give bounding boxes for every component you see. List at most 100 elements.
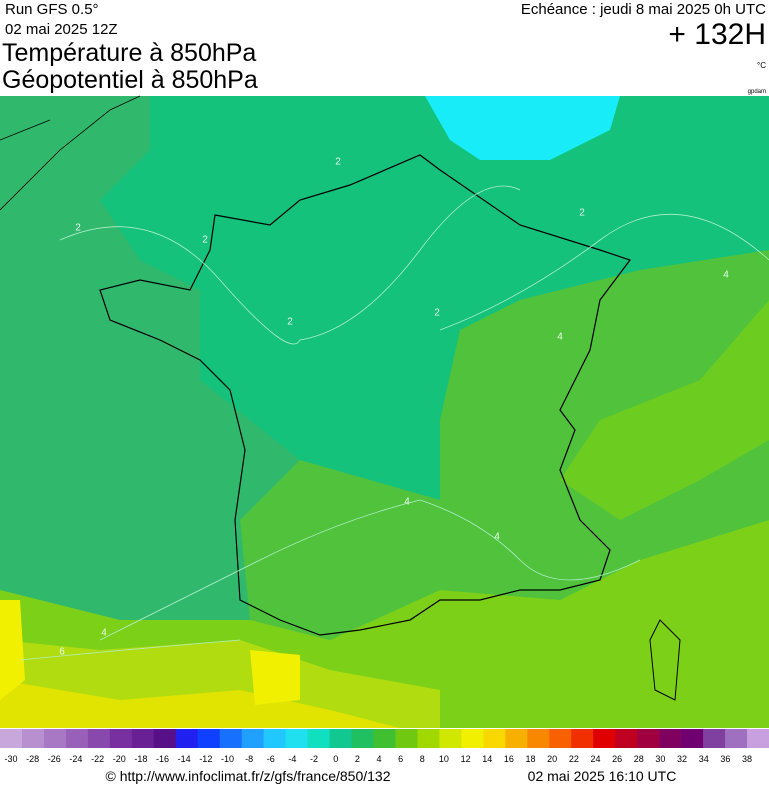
colorbar-swatch (439, 729, 462, 748)
colorbar-swatch (87, 729, 111, 748)
contour-label: 2 (434, 308, 440, 319)
colorbar-swatch (241, 729, 265, 748)
colorbar-swatch (0, 729, 23, 748)
colorbar-label: -14 (178, 754, 191, 764)
contour-label: 6 (59, 647, 65, 658)
colorbar-label: -18 (134, 754, 147, 764)
run-date: 02 mai 2025 12Z (5, 21, 118, 38)
colorbar-label: -12 (199, 754, 212, 764)
colorbar-label: 36 (720, 754, 730, 764)
colorbar-swatch (21, 729, 45, 748)
colorbar-swatch (593, 729, 616, 748)
contour-label: 2 (202, 235, 208, 246)
colorbar-swatch (571, 729, 594, 748)
colorbar-label: -22 (91, 754, 104, 764)
zone-teal (100, 96, 769, 500)
colorbar-swatch (219, 729, 243, 748)
source-url: © http://www.infoclimat.fr/z/gfs/france/… (106, 768, 391, 784)
colorbar-label: -26 (48, 754, 61, 764)
colorbar-label: -20 (113, 754, 126, 764)
colorbar-label: 38 (742, 754, 752, 764)
colorbar-label: 28 (634, 754, 644, 764)
country-outline (99, 154, 631, 636)
contour-label: 4 (404, 497, 410, 508)
colorbar-label: 34 (699, 754, 709, 764)
colorbar-swatch (549, 729, 572, 748)
colorbar-label: -8 (245, 754, 253, 764)
timestamp: 02 mai 2025 16:10 UTC (528, 768, 677, 784)
corsica-outline (649, 619, 681, 701)
colorbar-swatch (109, 729, 133, 748)
colorbar-swatch (153, 729, 177, 748)
colorbar-label: -24 (69, 754, 82, 764)
colorbar-swatch (747, 729, 769, 748)
colorbar-swatch (43, 729, 67, 748)
colorbar-label: 30 (655, 754, 665, 764)
colorbar-swatch (197, 729, 221, 748)
colorbar-swatch (637, 729, 660, 748)
colorbar-swatch (615, 729, 638, 748)
colorbar-label: 2 (355, 754, 360, 764)
colorbar: -30 -28 -26 -24 -22 -20 -18 -16 -14 -12 -10 -8 -6 -4-… (0, 729, 769, 764)
valid-time: Echéance : jeudi 8 mai 2025 0h UTC (521, 1, 766, 18)
zone-yellow-west (0, 600, 25, 700)
colorbar-label: 18 (526, 754, 536, 764)
colorbar-swatch (417, 729, 440, 748)
colorbar-label: 8 (420, 754, 425, 764)
contour-label: 2 (335, 157, 341, 168)
colorbar-swatch (725, 729, 748, 748)
colorbar-label: 14 (482, 754, 492, 764)
contour-label: 4 (557, 332, 563, 343)
run-label: Run GFS 0.5° (5, 1, 99, 18)
colorbar-swatch (351, 729, 375, 748)
unit-label: °C (757, 61, 766, 70)
colorbar-label: -2 (310, 754, 318, 764)
contour-label: 2 (75, 223, 81, 234)
colorbar-swatch (659, 729, 682, 748)
colorbar-label: 22 (569, 754, 579, 764)
colorbar-swatch (483, 729, 506, 748)
colorbar-label: 16 (504, 754, 514, 764)
unit2-label: gpdam (748, 89, 766, 95)
colorbar-swatch (329, 729, 353, 748)
title-line1: Température à 850hPa (2, 39, 256, 67)
colorbar-label: -16 (156, 754, 169, 764)
colorbar-label: 10 (439, 754, 449, 764)
colorbar-swatch (263, 729, 287, 748)
zone-lightgreen (560, 300, 769, 520)
colorbar-label: -10 (221, 754, 234, 764)
colorbar-label: -30 (4, 754, 17, 764)
colorbar-swatch (175, 729, 199, 748)
contour-label: 4 (723, 270, 729, 281)
colorbar-swatch (703, 729, 726, 748)
zone-yellow-patch (250, 650, 300, 705)
colorbar-label: 26 (612, 754, 622, 764)
colorbar-swatch (505, 729, 528, 748)
lead-time: + 132H (668, 18, 766, 51)
colorbar-swatch (373, 729, 396, 748)
map (0, 95, 769, 728)
colorbar-swatch (681, 729, 704, 748)
colorbar-label: -28 (26, 754, 39, 764)
colorbar-label: 0 (333, 754, 338, 764)
colorbar-swatch (527, 729, 550, 748)
contour-label: 2 (579, 208, 585, 219)
colorbar-swatch (395, 729, 418, 748)
contour-label: 4 (494, 532, 500, 543)
coast-north (0, 95, 141, 211)
colorbar-label: 12 (461, 754, 471, 764)
colorbar-swatch (65, 729, 89, 748)
colorbar-label: 24 (590, 754, 600, 764)
colorbar-label: 6 (398, 754, 403, 764)
zone-cyan (425, 96, 620, 160)
colorbar-label: -6 (267, 754, 275, 764)
colorbar-swatch (131, 729, 155, 748)
contour-label: 4 (101, 628, 107, 639)
colorbar-swatch (285, 729, 309, 748)
zone-yellow (0, 680, 400, 728)
contour-labels: 2 2 2 2 2 2 4 4 4 4 4 6 (59, 157, 729, 658)
colorbar-swatch (461, 729, 484, 748)
colorbar-label: -4 (288, 754, 296, 764)
zone-green (240, 250, 769, 640)
